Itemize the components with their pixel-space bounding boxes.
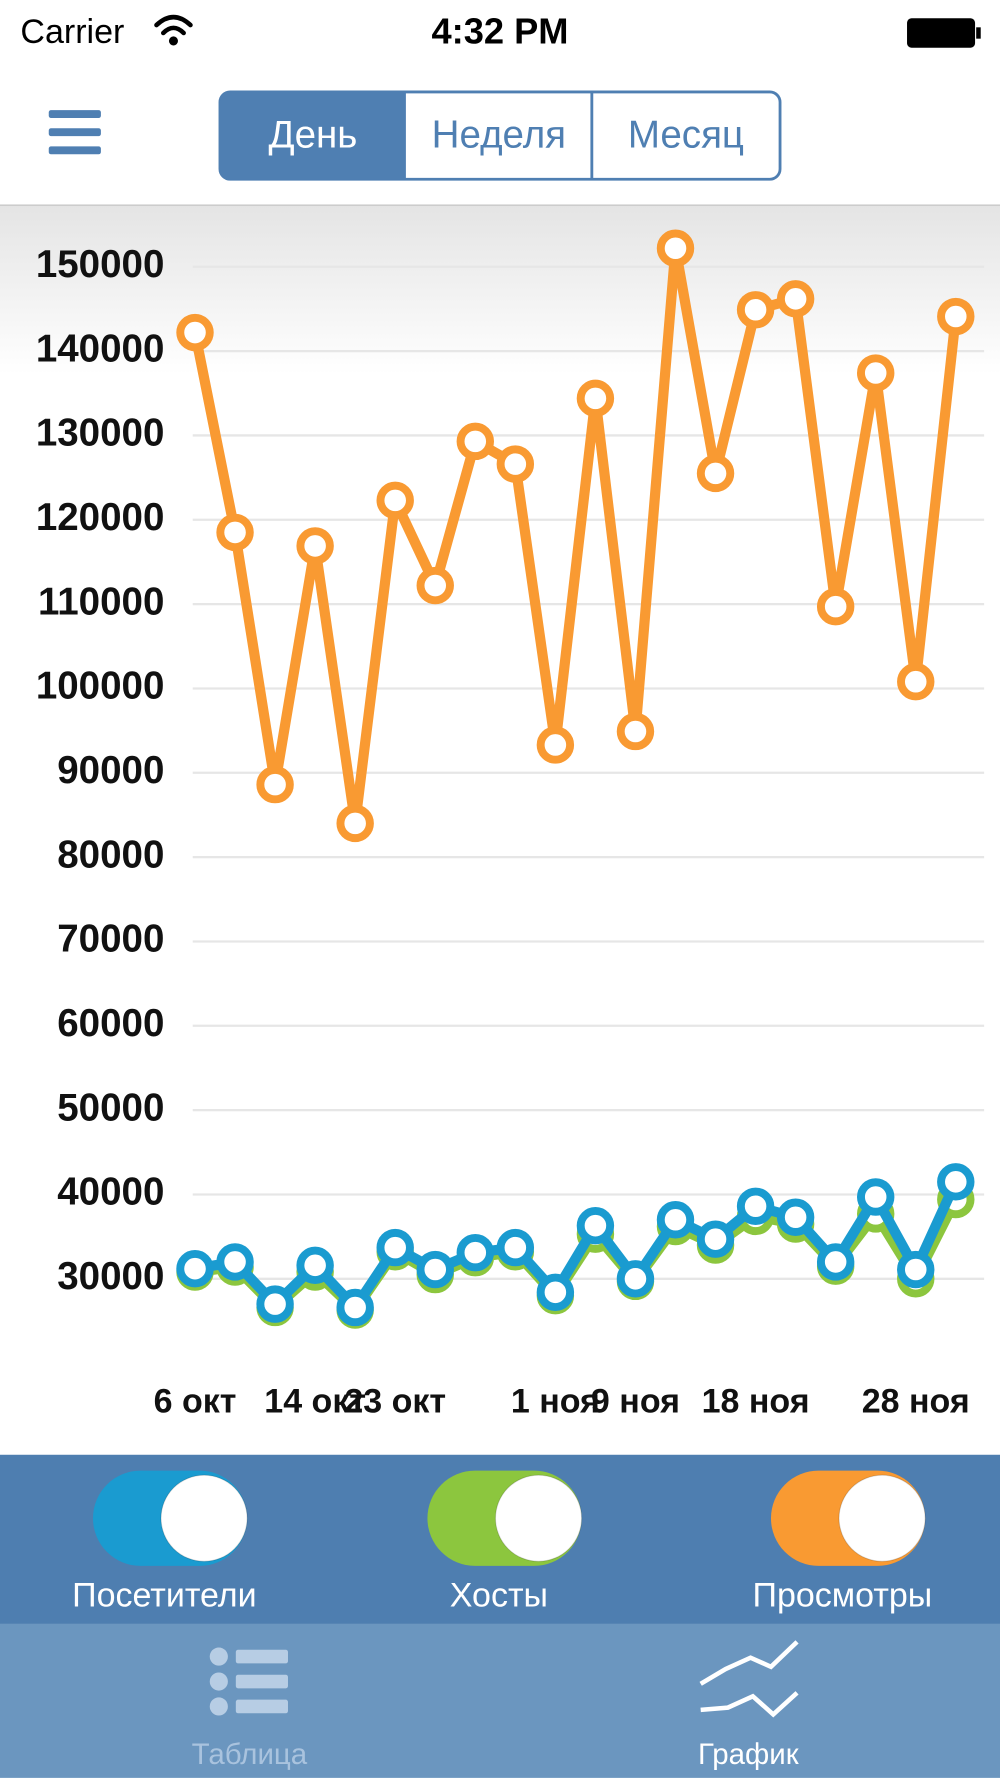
data-point <box>816 1243 855 1281</box>
data-point <box>456 422 495 461</box>
toggle-knob <box>838 1474 926 1562</box>
data-point <box>897 1250 935 1289</box>
data-point <box>937 297 975 336</box>
toggle-label: Посетители <box>72 1577 257 1615</box>
tab-label: Таблица <box>192 1738 308 1771</box>
data-point <box>256 1285 294 1323</box>
y-tick-label: 100000 <box>36 665 165 708</box>
segment[interactable]: День <box>268 113 357 156</box>
y-tick-label: 130000 <box>36 412 165 455</box>
data-point <box>776 280 815 318</box>
data-point <box>456 1233 495 1272</box>
x-tick-label: 9 ноя <box>591 1383 680 1421</box>
x-tick-label: 1 ноя <box>511 1383 600 1421</box>
battery-icon <box>907 18 981 48</box>
y-tick-label: 150000 <box>36 243 165 286</box>
data-point <box>937 1163 975 1201</box>
x-tick-label: 23 окт <box>344 1383 446 1421</box>
data-point <box>416 566 454 605</box>
series-toggle[interactable]: Просмотры <box>753 1470 933 1615</box>
data-point <box>376 481 414 520</box>
tab-label: График <box>698 1738 800 1771</box>
segment-label: Неделя <box>432 113 566 156</box>
table-icon <box>209 1647 288 1716</box>
data-point <box>216 1243 254 1281</box>
data-point <box>816 587 855 626</box>
data-point <box>576 379 615 418</box>
wifi-icon <box>154 14 193 46</box>
data-point <box>296 1246 334 1285</box>
y-tick-label: 90000 <box>57 749 164 792</box>
segment[interactable]: Месяц <box>628 113 744 156</box>
segment-label: День <box>268 113 357 156</box>
x-tick-label: 6 окт <box>154 1383 237 1421</box>
data-point <box>696 1220 735 1258</box>
data-point <box>736 1187 775 1225</box>
y-tick-label: 60000 <box>57 1002 164 1045</box>
data-point <box>256 765 294 804</box>
data-point <box>616 1260 655 1298</box>
series-line <box>190 243 961 829</box>
data-point <box>656 229 695 267</box>
x-tick-label: 28 ноя <box>862 1383 970 1421</box>
data-point <box>656 1201 695 1239</box>
data-point <box>336 1288 374 1327</box>
segment-label: Месяц <box>628 113 744 156</box>
tab-table[interactable]: Таблица <box>192 1738 308 1771</box>
data-point <box>856 1178 895 1216</box>
toggle-knob <box>494 1474 583 1562</box>
y-tick-label: 80000 <box>57 833 164 876</box>
data-point <box>416 1250 454 1289</box>
data-point <box>536 726 575 764</box>
clock: 4:32 PM <box>431 11 568 52</box>
chart-header-shade <box>0 204 1000 375</box>
x-tick-label: 18 ноя <box>702 1383 810 1421</box>
data-point <box>376 1228 414 1267</box>
y-tick-label: 70000 <box>57 918 164 961</box>
toggle-knob <box>160 1474 248 1562</box>
data-point <box>736 291 775 329</box>
data-point <box>496 445 535 483</box>
data-point <box>176 1249 214 1288</box>
y-tick-label: 40000 <box>57 1171 164 1214</box>
data-point <box>696 454 735 493</box>
data-point <box>536 1273 575 1312</box>
tab-bar <box>0 1623 1000 1778</box>
series-toggle[interactable]: Посетители <box>72 1470 257 1615</box>
data-point <box>576 1206 615 1245</box>
y-tick-label: 110000 <box>38 580 164 623</box>
toggle-label: Просмотры <box>753 1577 933 1615</box>
data-point <box>216 513 254 552</box>
chart-icon <box>699 1640 799 1718</box>
y-tick-label: 30000 <box>57 1255 164 1298</box>
segment[interactable]: Неделя <box>432 113 566 156</box>
data-point <box>296 527 334 565</box>
data-point <box>776 1198 815 1236</box>
data-point <box>176 313 214 352</box>
y-tick-label: 140000 <box>36 327 165 370</box>
data-point <box>856 354 895 392</box>
segmented-control <box>218 90 782 181</box>
y-tick-label: 50000 <box>57 1086 164 1129</box>
menu-button[interactable] <box>48 110 101 155</box>
data-point <box>616 712 655 751</box>
data-point <box>336 804 374 843</box>
data-point <box>496 1228 535 1267</box>
data-point <box>897 662 935 701</box>
series-toggle[interactable]: Хосты <box>427 1470 583 1615</box>
toggle-label: Хосты <box>450 1577 548 1615</box>
y-tick-label: 120000 <box>36 496 165 539</box>
x-tick-label: 14 окт <box>264 1383 366 1421</box>
carrier: Carrier <box>20 13 124 51</box>
tab-chart[interactable]: График <box>698 1738 800 1771</box>
